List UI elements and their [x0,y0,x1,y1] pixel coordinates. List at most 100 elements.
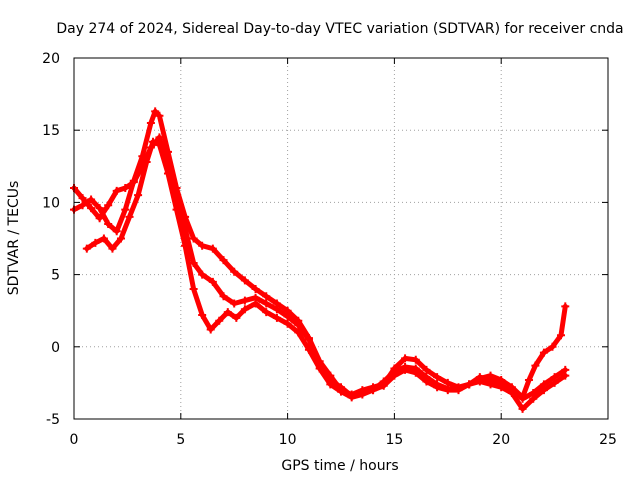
data-point [172,205,181,214]
data-point [129,178,138,187]
data-point [232,313,241,322]
data-point [151,107,160,116]
data-point [272,313,281,322]
data-point [411,355,420,364]
data-point [240,276,249,285]
data-point [219,292,228,301]
data-point [112,186,121,195]
data-point [283,319,292,328]
data-point [87,204,96,213]
data-point [125,212,134,221]
chart-title: Day 274 of 2024, Sidereal Day-to-day VTE… [56,21,623,37]
data-point [539,348,548,357]
data-point [507,389,516,398]
data-point [95,214,104,223]
data-point [163,169,172,178]
y-axis-label: SDTVAR / TECUs [6,181,22,296]
data-point [116,234,125,243]
data-point [198,311,207,320]
data-point [240,305,249,314]
data-point [142,157,151,166]
y-tick-label: 15 [42,123,60,139]
y-tick-label: 10 [42,195,60,211]
data-point [189,234,198,243]
data-point [337,387,345,396]
x-tick-label: 0 [70,432,79,448]
y-tick-label: 0 [51,340,60,356]
y-tick-label: 20 [42,51,60,67]
x-tick-labels: 0 5 10 15 20 25 [70,432,617,448]
plot-frame [73,57,609,420]
data-point [315,364,324,373]
data-point [422,365,431,374]
data-point [443,386,452,395]
data-point [78,201,87,210]
data-point [454,386,463,395]
data-point [272,305,281,314]
data-point [215,316,224,325]
data-point [518,404,527,413]
data-point [121,205,130,214]
data-point [181,241,190,250]
data-point [262,292,271,301]
data-point [104,220,113,229]
data-point [561,302,570,311]
data-point [557,331,566,340]
data-point [561,371,570,380]
data-point [82,244,91,253]
data-point [548,342,557,351]
data-point [262,299,271,308]
data-point [208,277,217,286]
data-point [539,386,548,395]
data-series [70,107,570,413]
x-tick-label: 20 [492,432,510,448]
data-point [486,380,495,389]
data-point [78,194,87,203]
x-tick-label: 15 [385,432,403,448]
x-axis-label: GPS time / hours [281,458,398,474]
data-point [524,376,533,385]
data-point [347,393,356,402]
data-point [358,390,367,399]
data-point [134,191,143,200]
data-point [531,361,540,370]
data-point [433,373,442,382]
data-point [146,118,155,127]
data-point [104,201,113,210]
data-point [518,394,527,403]
data-point [369,386,378,395]
y-tick-label: -5 [46,412,60,428]
data-point [189,285,198,294]
data-point [208,244,217,253]
data-point [95,204,104,213]
data-point [251,299,260,308]
data-point [465,380,474,389]
data-point [155,140,164,149]
data-point [475,377,484,386]
axis-ticks [73,57,609,420]
x-tick-label: 25 [599,432,617,448]
data-point [283,312,292,321]
data-point [155,133,164,142]
data-point [198,241,207,250]
data-point [390,371,399,380]
data-point [240,296,249,305]
data-point [121,183,130,192]
data-point [206,325,215,334]
data-point [411,368,420,377]
data-point [401,365,410,374]
data-point [230,299,239,308]
data-point [251,285,260,294]
data-point [108,244,117,253]
data-point [87,195,96,204]
data-point [294,328,303,337]
data-point [294,321,303,330]
data-point [262,308,271,317]
data-point [422,377,431,386]
data-point [304,335,313,344]
data-point [550,378,559,387]
data-point [304,345,313,354]
data-point [223,308,232,317]
data-point [326,380,335,389]
